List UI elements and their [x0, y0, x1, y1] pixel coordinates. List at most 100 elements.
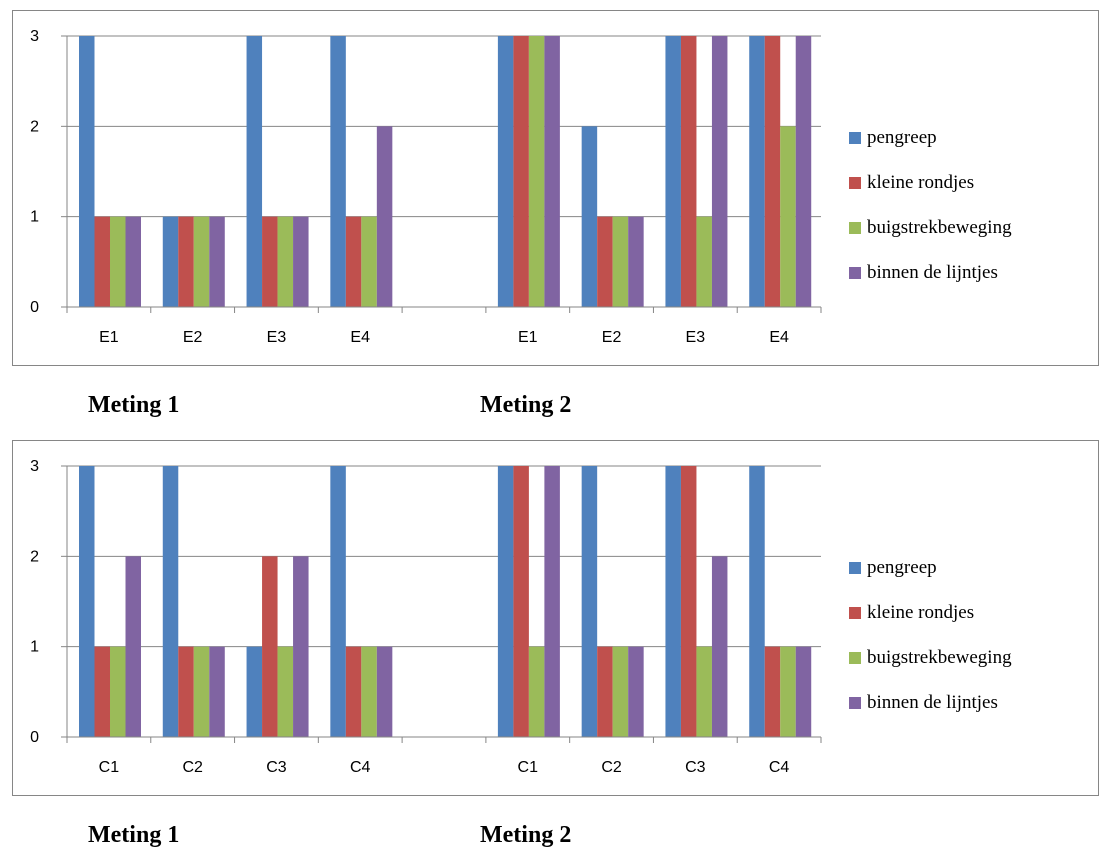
- bar-kleine-rondjes: [513, 36, 529, 307]
- x-tick-label: C2: [182, 759, 203, 776]
- legend-swatch: [849, 561, 861, 574]
- legend-swatch: [849, 266, 861, 279]
- bar-pengreep: [246, 646, 263, 737]
- bar-kleine-rondjes: [513, 466, 529, 737]
- bar-pengreep: [330, 36, 346, 307]
- chart-bottom-legend: pengreep kleine rondjes buigstrekbewegin…: [849, 545, 1012, 725]
- x-tick-label: E1: [99, 329, 119, 346]
- legend-swatch: [849, 606, 861, 619]
- x-tick-label: E4: [350, 329, 370, 346]
- bar-binnen-de-lijntjes: [376, 126, 393, 307]
- y-tick-label: 1: [30, 209, 39, 226]
- bar-binnen-de-lijntjes: [125, 216, 141, 307]
- bar-pengreep: [497, 466, 514, 737]
- bar-kleine-rondjes: [764, 646, 781, 737]
- x-tick-label: C4: [350, 759, 371, 776]
- bar-pengreep: [79, 36, 95, 307]
- legend-label: buigstrekbeweging: [867, 646, 1012, 668]
- legend-swatch: [849, 131, 861, 144]
- x-tick-label: E3: [267, 329, 287, 346]
- bar-kleine-rondjes: [764, 36, 781, 307]
- bar-kleine-rondjes: [597, 646, 613, 737]
- bar-pengreep: [665, 466, 681, 737]
- legend-label: binnen de lijntjes: [867, 691, 998, 713]
- legend-item: buigstrekbeweging: [849, 205, 1012, 250]
- bar-binnen-de-lijntjes: [293, 216, 309, 307]
- bar-pengreep: [749, 36, 765, 307]
- bar-pengreep: [79, 466, 95, 737]
- caption-top-meting-1: Meting 1: [88, 392, 180, 418]
- bar-kleine-rondjes: [262, 216, 278, 307]
- x-tick-label: E4: [769, 329, 789, 346]
- bar-binnen-de-lijntjes: [544, 36, 560, 307]
- x-tick-label: C2: [601, 759, 622, 776]
- legend-swatch: [849, 696, 861, 709]
- bar-kleine-rondjes: [680, 466, 697, 737]
- chart-top-legend: pengreep kleine rondjes buigstrekbewegin…: [849, 115, 1012, 295]
- x-tick-label: E2: [183, 329, 203, 346]
- legend-item: pengreep: [849, 545, 1012, 590]
- legend-label: buigstrekbeweging: [867, 216, 1012, 238]
- bar-kleine-rondjes: [345, 646, 362, 737]
- bar-buigstrekbeweging: [193, 646, 210, 737]
- bar-buigstrekbeweging: [528, 646, 545, 737]
- y-tick-label: 3: [30, 458, 39, 475]
- bar-binnen-de-lijntjes: [795, 36, 812, 307]
- bar-pengreep: [162, 466, 179, 737]
- x-tick-label: C1: [518, 759, 539, 776]
- legend-item: buigstrekbeweging: [849, 635, 1012, 680]
- y-tick-label: 0: [30, 299, 39, 316]
- bar-kleine-rondjes: [94, 646, 110, 737]
- legend-swatch: [849, 651, 861, 664]
- bar-kleine-rondjes: [345, 216, 362, 307]
- bar-buigstrekbeweging: [696, 216, 712, 307]
- bar-kleine-rondjes: [680, 36, 697, 307]
- legend-label: kleine rondjes: [867, 601, 975, 623]
- y-tick-label: 3: [30, 28, 39, 45]
- legend-label: binnen de lijntjes: [867, 261, 998, 283]
- x-tick-label: E3: [686, 329, 706, 346]
- legend-label: pengreep: [867, 556, 937, 578]
- bar-binnen-de-lijntjes: [711, 36, 728, 307]
- chart-bottom-plot: 0 1 2 3 C1 C2 C3 C4 C1 C2 C3 C4: [30, 458, 822, 776]
- bar-binnen-de-lijntjes: [376, 646, 393, 737]
- y-tick-label: 1: [30, 639, 39, 656]
- bar-buigstrekbeweging: [361, 646, 377, 737]
- x-tick-label: C1: [99, 759, 120, 776]
- bar-pengreep: [749, 466, 765, 737]
- legend-item: binnen de lijntjes: [849, 250, 1012, 295]
- bar-binnen-de-lijntjes: [711, 556, 728, 737]
- bar-binnen-de-lijntjes: [293, 556, 309, 737]
- bar-buigstrekbeweging: [780, 646, 796, 737]
- x-tick-label: C3: [266, 759, 287, 776]
- bar-kleine-rondjes: [178, 216, 194, 307]
- caption-top-meting-2: Meting 2: [480, 392, 572, 418]
- bar-buigstrekbeweging: [612, 216, 629, 307]
- chart-top: 0 1 2 3 E1 E2 E3 E4 E1 E2 E3 E4 pengreep kleine ron…: [12, 10, 1099, 366]
- bar-pengreep: [246, 36, 263, 307]
- bar-buigstrekbeweging: [193, 216, 210, 307]
- bar-binnen-de-lijntjes: [628, 646, 644, 737]
- bar-pengreep: [665, 36, 681, 307]
- bar-binnen-de-lijntjes: [628, 216, 644, 307]
- bar-binnen-de-lijntjes: [125, 556, 141, 737]
- bar-kleine-rondjes: [597, 216, 613, 307]
- bar-pengreep: [581, 466, 598, 737]
- bar-binnen-de-lijntjes: [209, 216, 225, 307]
- bar-kleine-rondjes: [94, 216, 110, 307]
- bar-buigstrekbeweging: [110, 216, 126, 307]
- legend-item: kleine rondjes: [849, 590, 1012, 635]
- y-tick-label: 0: [30, 729, 39, 746]
- bar-pengreep: [581, 126, 598, 307]
- bar-buigstrekbeweging: [277, 646, 294, 737]
- bar-buigstrekbeweging: [110, 646, 126, 737]
- x-tick-label: E2: [602, 329, 622, 346]
- legend-item: binnen de lijntjes: [849, 680, 1012, 725]
- bar-buigstrekbeweging: [696, 646, 712, 737]
- bar-kleine-rondjes: [262, 556, 278, 737]
- bar-binnen-de-lijntjes: [544, 466, 560, 737]
- caption-bottom-meting-1: Meting 1: [88, 822, 180, 848]
- x-tick-label: C4: [769, 759, 790, 776]
- legend-swatch: [849, 176, 861, 189]
- bar-pengreep: [330, 466, 346, 737]
